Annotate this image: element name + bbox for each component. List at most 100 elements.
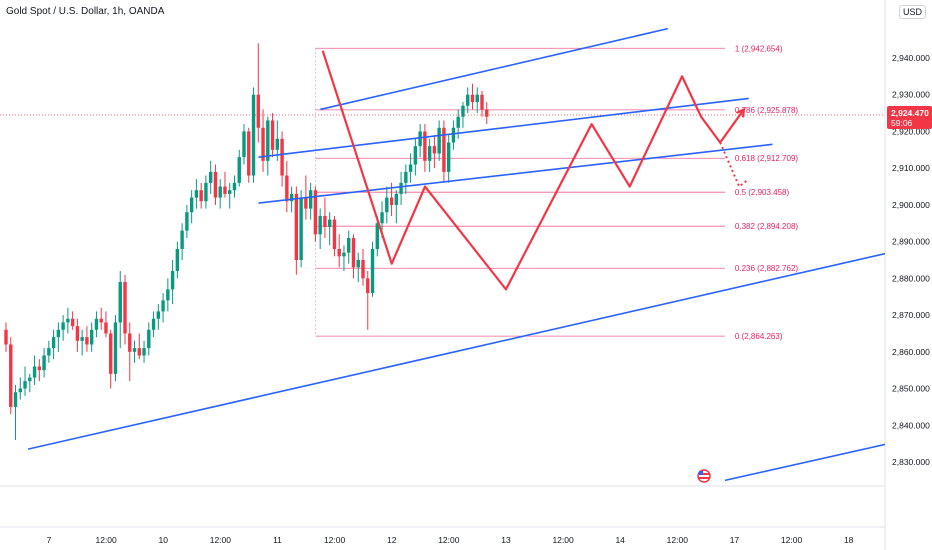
fib-level-label: 0.382 (2,894.208) [735,222,798,231]
last-price-countdown: 59:06 [891,118,913,128]
candle-body [461,105,465,117]
currency-button[interactable]: USD [898,5,926,19]
candle-body [51,337,56,349]
last-price-value: 2,924.470 [891,108,929,118]
candle-body [437,127,441,154]
candle-body [304,197,308,209]
candle-body [189,197,194,213]
y-tick-label: 2,870.000 [892,310,930,320]
y-tick-label: 2,890.000 [892,237,930,247]
candle-body [289,193,294,202]
candle-body [61,322,65,330]
y-tick-label: 2,940.000 [892,53,930,63]
candle-body [466,94,470,106]
candle-body [13,392,18,407]
candle-body [213,171,218,198]
candle-body [480,94,484,110]
x-tick-label: 13 [501,535,511,545]
candle-body [70,318,75,327]
us-flag-event-canton [699,471,703,475]
chart-title: Gold Spot / U.S. Dollar, 1h, OANDA [6,6,165,17]
fib-level-label: 0.618 (2,912.709) [735,154,798,163]
candle-body [427,146,432,161]
candle-body [366,278,370,294]
candle-body [147,329,151,349]
candle-body [332,219,337,249]
candle-body [318,215,322,235]
x-tick-label: 12:00 [95,535,117,545]
candle-body [394,193,399,205]
candle-body [370,248,375,294]
candle-body [261,127,265,161]
candle-body [251,94,256,176]
candle-body [385,197,389,213]
candle-body [85,337,89,345]
candle-body [37,366,42,371]
candle-body [18,388,22,393]
candle-body [327,219,332,227]
candle-body [399,182,403,194]
candle-body [380,212,384,224]
candle-body [313,190,318,235]
candle-body [104,322,108,334]
candle-body [347,237,351,253]
candle-body [156,311,161,319]
candle-body [456,116,460,128]
fib-level-label: 0.5 (2,903.458) [735,188,790,197]
candle-body [218,186,222,198]
candle-body [337,248,341,257]
candle-body [280,138,284,176]
candle-body [199,190,203,202]
candle-body [228,190,232,194]
y-tick-label: 2,840.000 [892,420,930,430]
projection-path [719,142,750,189]
candle-body [475,94,479,103]
candle-body [56,329,61,338]
candle-body [194,190,199,198]
candle-body [175,248,180,272]
x-tick-label: 12:00 [667,535,689,545]
candle-body [113,322,118,374]
candle-body [166,289,170,301]
candle-body [94,318,99,330]
candle-body [75,326,80,341]
candle-body [66,318,70,323]
y-tick-label: 2,880.000 [892,273,930,283]
candle-body [99,318,103,323]
candle-body [47,348,51,356]
candle-body [375,223,379,249]
candle-body [232,182,237,191]
candle-body [208,171,213,183]
candle-body [404,171,408,183]
candle-body [223,186,227,194]
y-tick-label: 2,910.000 [892,163,930,173]
candle-body [23,381,27,389]
y-tick-label: 2,930.000 [892,90,930,100]
candle-body [408,164,413,172]
candle-body [342,252,346,257]
candle-body [418,131,422,147]
candle-body [389,197,394,205]
fib-level-label: 0.236 (2,882.762) [735,264,798,273]
last-price-tag [887,106,932,130]
candle-body [9,344,13,407]
candle-body [413,146,418,165]
candle-body [28,377,32,382]
candle-body [470,94,475,103]
trendline-upper-1 [320,27,668,111]
candle-body [266,120,270,161]
candle-body [170,271,175,290]
candle-body [351,237,356,268]
x-tick-label: 12:00 [438,535,460,545]
us-flag-event-stripe [699,477,709,479]
candle-body [247,131,251,176]
x-tick-label: 12:00 [210,535,232,545]
candle-body [275,138,280,150]
candle-body [299,197,303,260]
y-tick-label: 2,850.000 [892,384,930,394]
candle-body [142,348,146,356]
candle-body [118,282,122,323]
candle-body [285,175,289,202]
